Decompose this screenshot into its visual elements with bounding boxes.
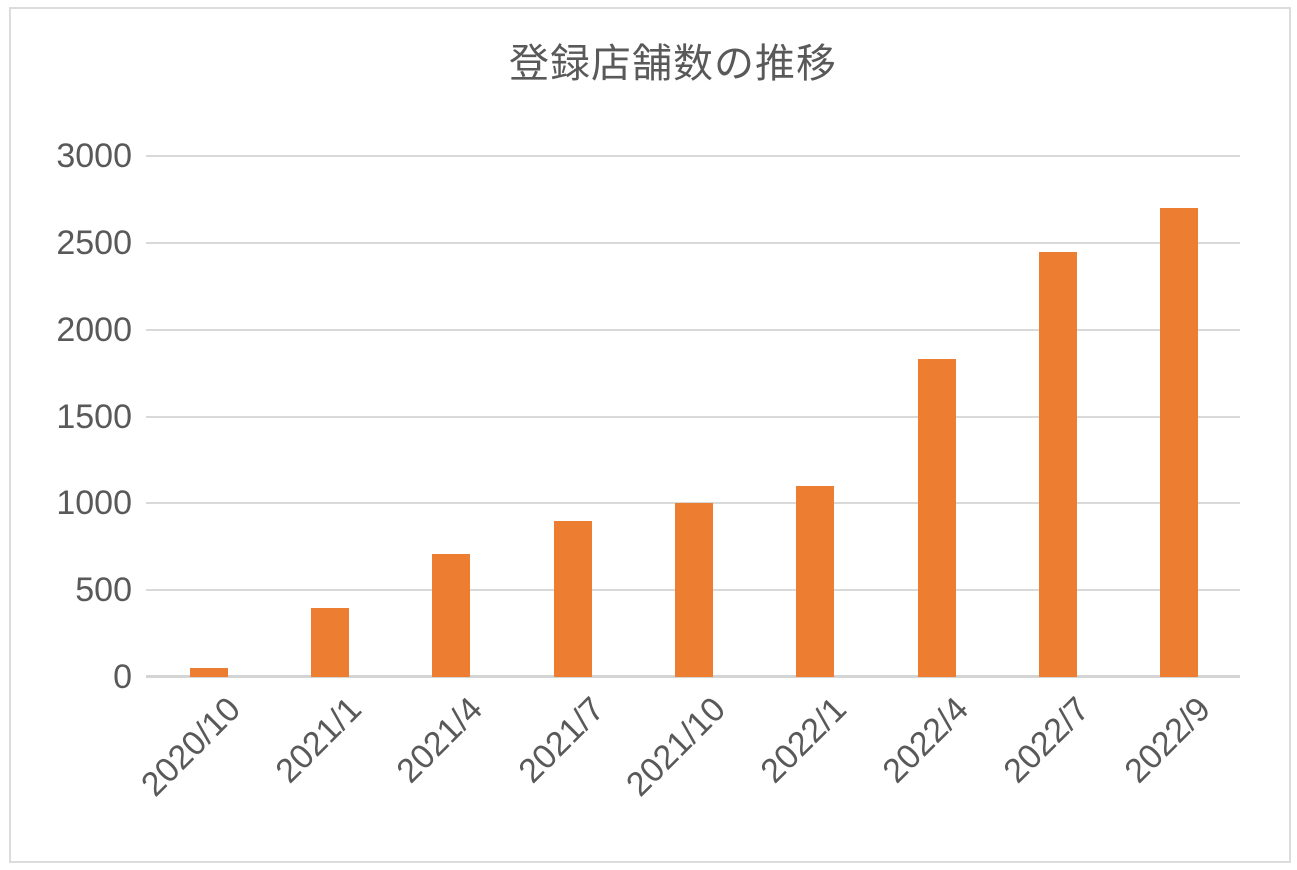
chart-frame: 登録店舗数の推移 [9,7,1291,863]
y-axis-tick-label: 1500 [56,397,132,436]
y-axis-tick-label: 3000 [56,137,132,175]
gridline-2000 [146,328,1240,331]
gridline-1000 [146,502,1240,505]
bar-2022/4 [917,359,956,677]
bar-2022/7 [1039,251,1077,677]
chart-title: 登録店舗数の推移 [509,42,837,86]
gridline-1500 [146,415,1240,418]
y-axis-tick-label: 0 [113,658,132,696]
bar-2021/1 [311,607,349,677]
bar-2021/10 [675,503,713,677]
y-axis-tick-label: 1000 [56,484,132,523]
bar-2021/7 [553,520,592,677]
bar-2021/4 [432,553,471,677]
bar-2022/9 [1160,208,1199,677]
gridline-3000 [146,155,1240,157]
y-axis-tick-label: 500 [75,571,132,610]
bar-2020/10 [189,668,228,677]
gridline-2500 [146,241,1240,244]
bar-2022/1 [796,485,835,677]
y-axis-tick-label: 2000 [56,310,132,349]
y-axis-tick-label: 2500 [56,223,132,262]
plot-area [146,155,1240,678]
